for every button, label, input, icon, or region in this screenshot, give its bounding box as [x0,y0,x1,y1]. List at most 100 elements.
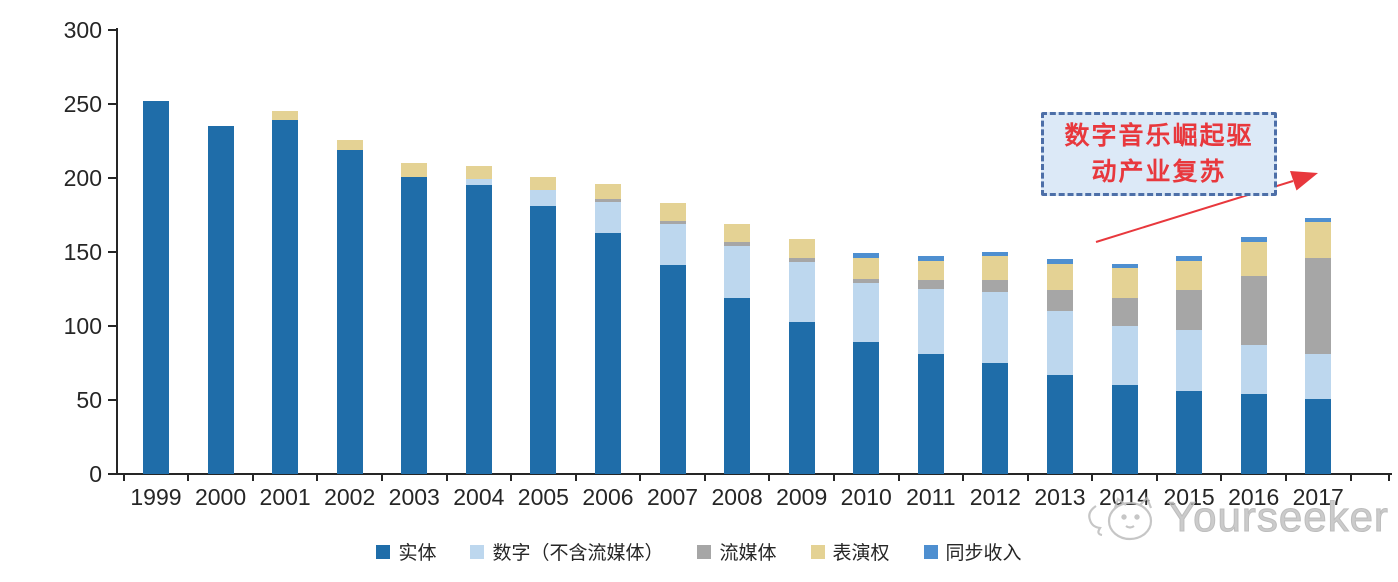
y-tick [108,251,117,253]
bar-segment [272,111,299,121]
legend-item: 数字（不含流媒体） [470,538,663,565]
x-axis-line [116,473,1392,475]
bar-segment [724,241,751,247]
bar-segment [917,260,944,281]
y-tick [108,325,117,327]
x-tick-label: 2000 [194,484,247,510]
x-tick-label: 2002 [324,484,376,510]
x-tick-label: 2004 [453,484,505,510]
x-tick-label: 2006 [582,484,634,510]
x-tick-label: 2012 [969,484,1021,510]
x-tick-label: 2005 [517,484,569,510]
bar-segment [1305,257,1332,355]
bar-segment [659,220,686,224]
legend-swatch-icon [376,544,391,559]
x-tick [703,474,706,481]
bar-segment [594,198,621,202]
x-tick [897,474,900,481]
bar-segment [917,354,944,474]
bar-segment [853,257,880,279]
bar-segment [659,203,686,221]
bar-segment [1111,268,1138,298]
watermark-text: Yourseeker [1168,493,1389,541]
bar-segment [530,189,557,207]
y-axis-line [116,28,118,475]
bar-segment [853,253,880,258]
bar-segment [788,262,815,322]
annotation-text-line1: 数字音乐崛起驱 [1064,122,1254,150]
bar-segment [401,163,428,177]
bar-segment [1111,326,1138,386]
x-tick-label: 2013 [1034,484,1086,510]
y-tick-label: 250 [63,91,102,117]
x-tick [316,474,319,481]
x-tick [122,474,125,481]
legend-swatch-icon [810,544,825,559]
bar-segment [982,363,1009,474]
legend-item: 实体 [376,538,436,565]
bar-segment [1305,222,1332,258]
x-tick [1349,474,1352,481]
x-tick [445,474,448,481]
bar-segment [272,120,299,474]
bar-segment [1240,394,1267,474]
legend-swatch-icon [470,544,485,559]
bar-segment [1240,237,1267,242]
y-tick-label: 50 [76,387,102,413]
annotation-box: 数字音乐崛起驱 动产业复苏 [1041,112,1277,196]
x-tick-label: 2008 [711,484,763,510]
bar-segment [465,185,492,474]
bar-segment [336,139,363,150]
x-tick-label: 2017 [1292,484,1344,510]
x-tick-label: 2016 [1228,484,1280,510]
bar-segment [659,223,686,266]
bar-segment [853,283,880,343]
bar-segment [594,232,621,474]
x-tick [251,474,254,481]
x-tick [1220,474,1223,481]
bar-segment [1305,217,1332,223]
x-tick-label: 2009 [776,484,828,510]
bar-segment [1046,263,1073,291]
bar-segment [530,176,557,190]
x-tick-label: 2015 [1163,484,1215,510]
bar-segment [1111,297,1138,326]
x-tick [1155,474,1158,481]
bar-segment [982,256,1009,281]
bar-segment [1111,385,1138,474]
bar-segment [724,246,751,298]
bar-segment [853,342,880,474]
bar-segment [788,257,815,263]
bar-segment [853,278,880,284]
bar-segment [142,101,169,474]
y-tick [108,103,117,105]
y-tick [108,473,117,475]
bar-segment [594,201,621,233]
bar-segment [1176,391,1203,474]
bar-segment [401,176,428,474]
y-tick-label: 150 [63,239,102,265]
legend-label: 流媒体 [719,543,777,564]
bar-segment [724,223,751,242]
y-tick-label: 200 [63,165,102,191]
watermark: Yourseeker [1082,488,1389,546]
annotation-text-line2: 动产业复苏 [1091,158,1227,186]
bar-segment [1176,260,1203,291]
bar-segment [1240,241,1267,276]
bar-segment [1240,275,1267,346]
bar-segment [1111,263,1138,269]
x-tick [1026,474,1029,481]
x-tick [187,474,190,481]
bar-segment [788,321,815,474]
bar-segment [1305,354,1332,399]
bar-segment [1046,259,1073,264]
bar-segment [1046,290,1073,312]
bar-segment [917,256,944,261]
bar-segment [336,149,363,474]
x-tick-label: 1999 [130,484,182,510]
bar-segment [1046,311,1073,375]
x-tick-label: 2011 [906,484,956,510]
bar-segment [917,289,944,355]
x-tick-label: 2010 [840,484,892,510]
